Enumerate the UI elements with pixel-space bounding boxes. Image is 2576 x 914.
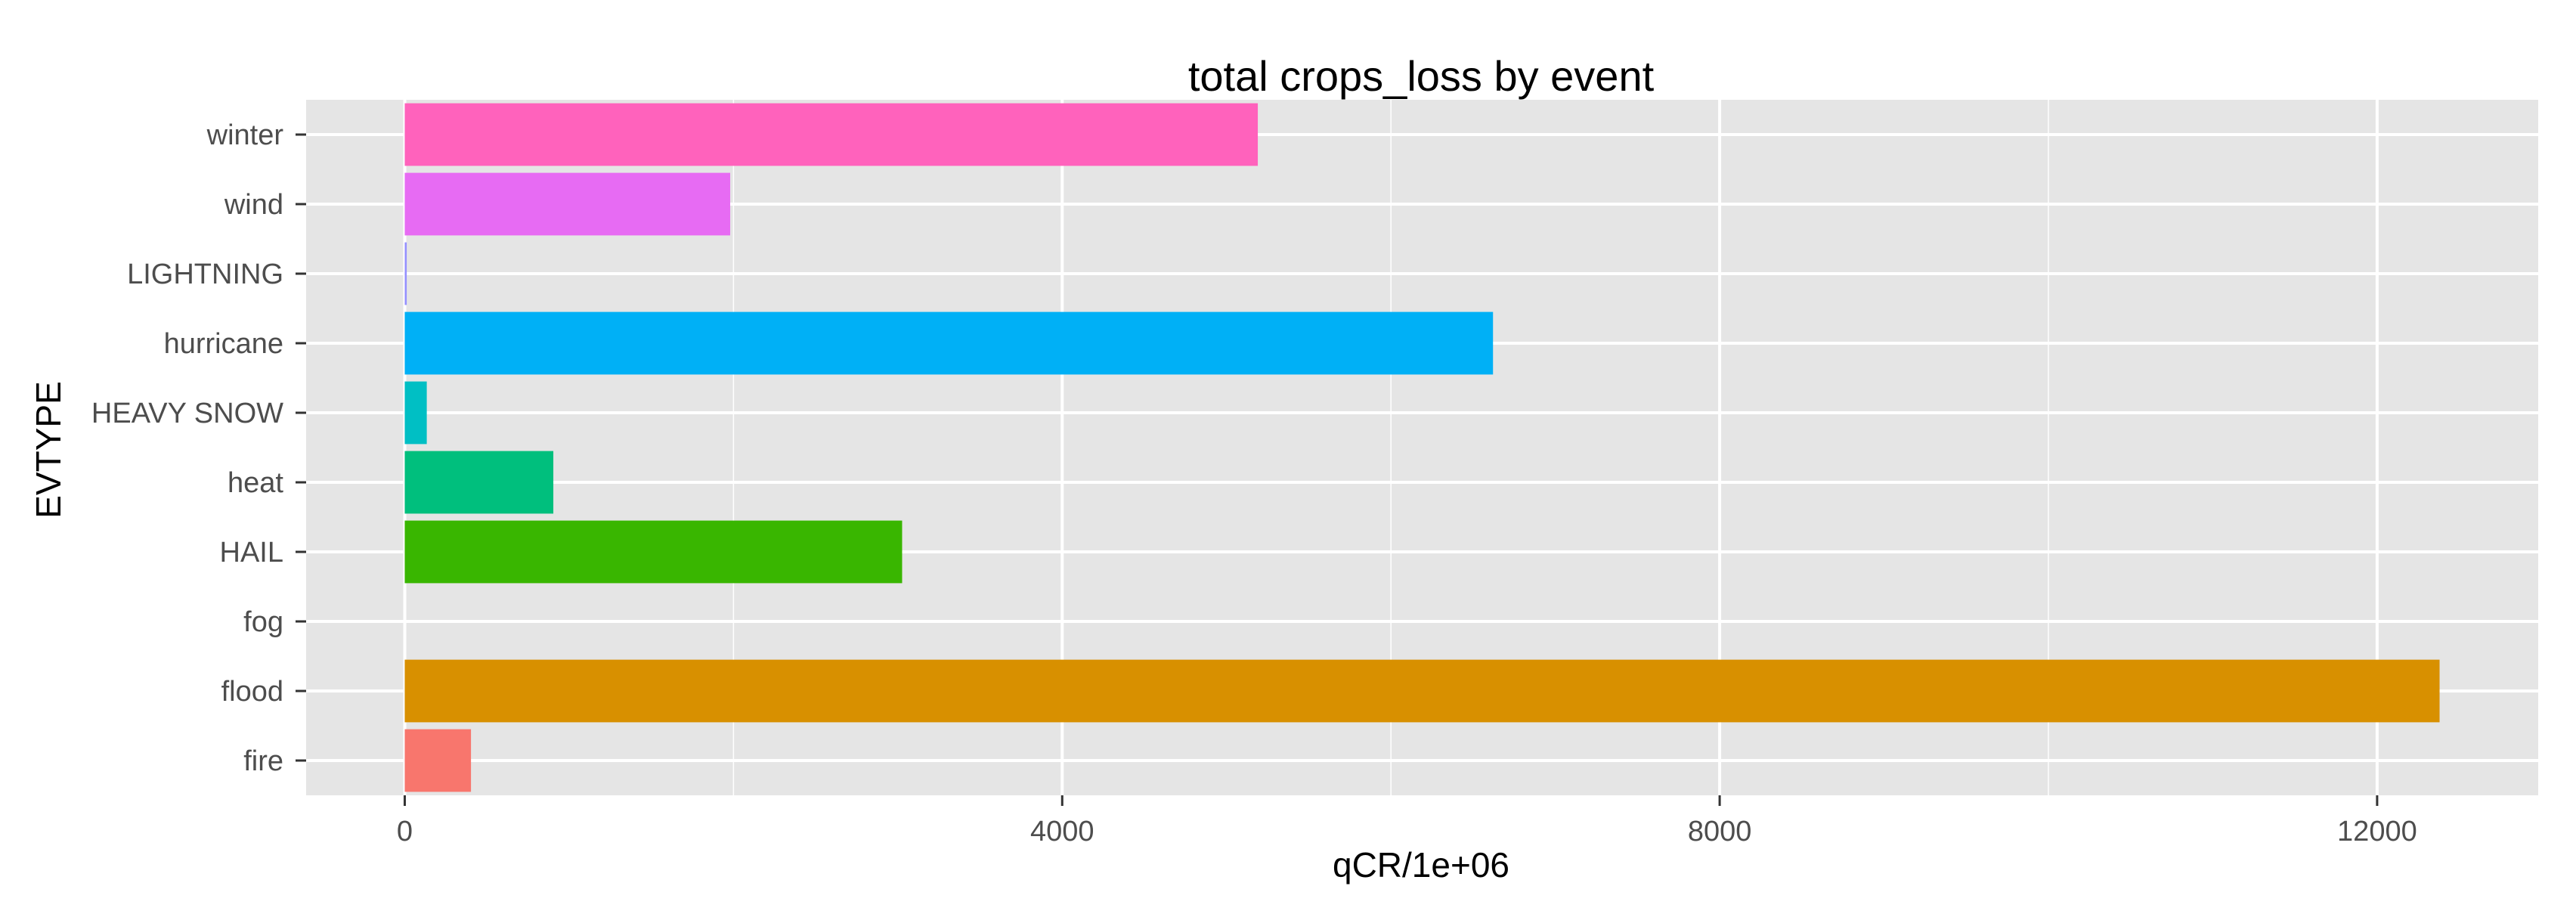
y-axis-title: EVTYPE <box>29 381 68 519</box>
bar-hail <box>404 520 903 584</box>
bar-fire <box>404 729 472 792</box>
y-tick-label: hurricane <box>164 328 283 360</box>
chart-title: total crops_loss by event <box>1188 52 1655 100</box>
y-tick-label: HAIL <box>220 537 283 569</box>
bar-heavy-snow <box>404 381 427 445</box>
x-tick-label: 12000 <box>2337 816 2417 847</box>
bar-lightning <box>404 242 407 305</box>
x-tick-label: 8000 <box>1688 816 1752 847</box>
y-tick-label: wind <box>224 189 283 221</box>
bar-flood <box>404 659 2440 723</box>
bar-hurricane <box>404 311 1494 375</box>
x-tick-label: 4000 <box>1030 816 1094 847</box>
y-tick-label: fog <box>243 606 283 638</box>
y-tick-label: heat <box>228 467 283 499</box>
y-tick-label: fire <box>243 745 283 777</box>
y-tick-label: flood <box>221 676 283 708</box>
bar-winter <box>404 103 1259 166</box>
y-tick-label: HEAVY SNOW <box>91 398 283 429</box>
x-axis-title: qCR/1e+06 <box>1333 845 1509 885</box>
x-tick-label: 0 <box>397 816 413 847</box>
y-tick-label: LIGHTNING <box>127 259 283 290</box>
y-tick-label: winter <box>206 119 284 151</box>
bar-heat <box>404 451 554 514</box>
bar-wind <box>404 172 731 236</box>
